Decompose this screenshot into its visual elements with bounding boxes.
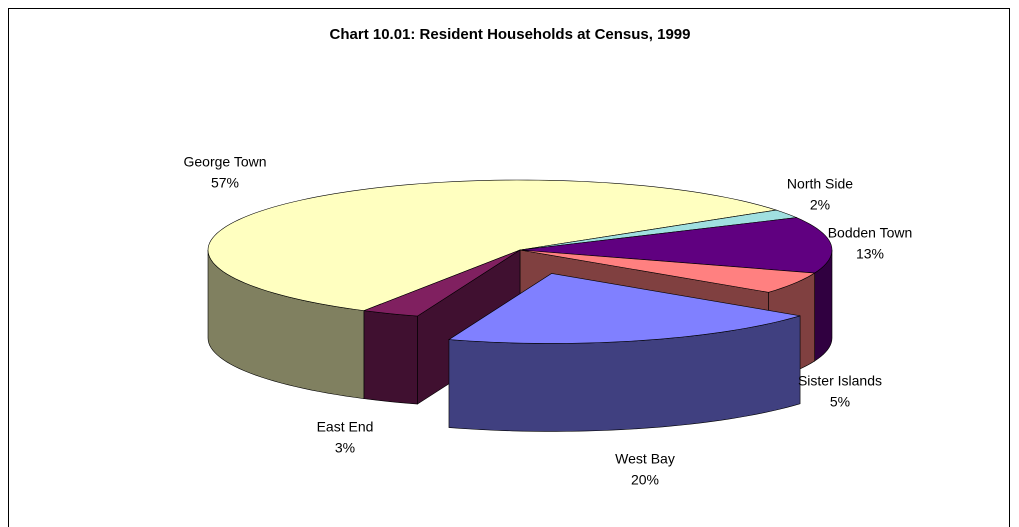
slice-label: East End <box>317 419 374 435</box>
slice-label: North Side <box>787 176 853 192</box>
chart-frame <box>8 8 1010 527</box>
chart-title: Chart 10.01: Resident Households at Cens… <box>330 26 691 43</box>
slice-label: Sister Islands <box>798 373 882 389</box>
slice <box>363 249 521 317</box>
slice-value-label: 20% <box>631 472 659 488</box>
slice-side <box>363 310 418 405</box>
slice-value-label: 13% <box>856 246 884 262</box>
slice-label: George Town <box>183 154 266 170</box>
slice-label: West Bay <box>615 451 675 467</box>
slice <box>207 179 777 311</box>
slice-value-label: 5% <box>830 394 850 410</box>
slice <box>519 249 816 293</box>
slice-value-label: 57% <box>211 175 239 191</box>
slice <box>448 273 801 344</box>
slice <box>519 217 833 274</box>
slice-value-label: 3% <box>335 440 355 456</box>
slice-value-label: 2% <box>810 197 830 213</box>
slice-label: Bodden Town <box>828 225 913 241</box>
